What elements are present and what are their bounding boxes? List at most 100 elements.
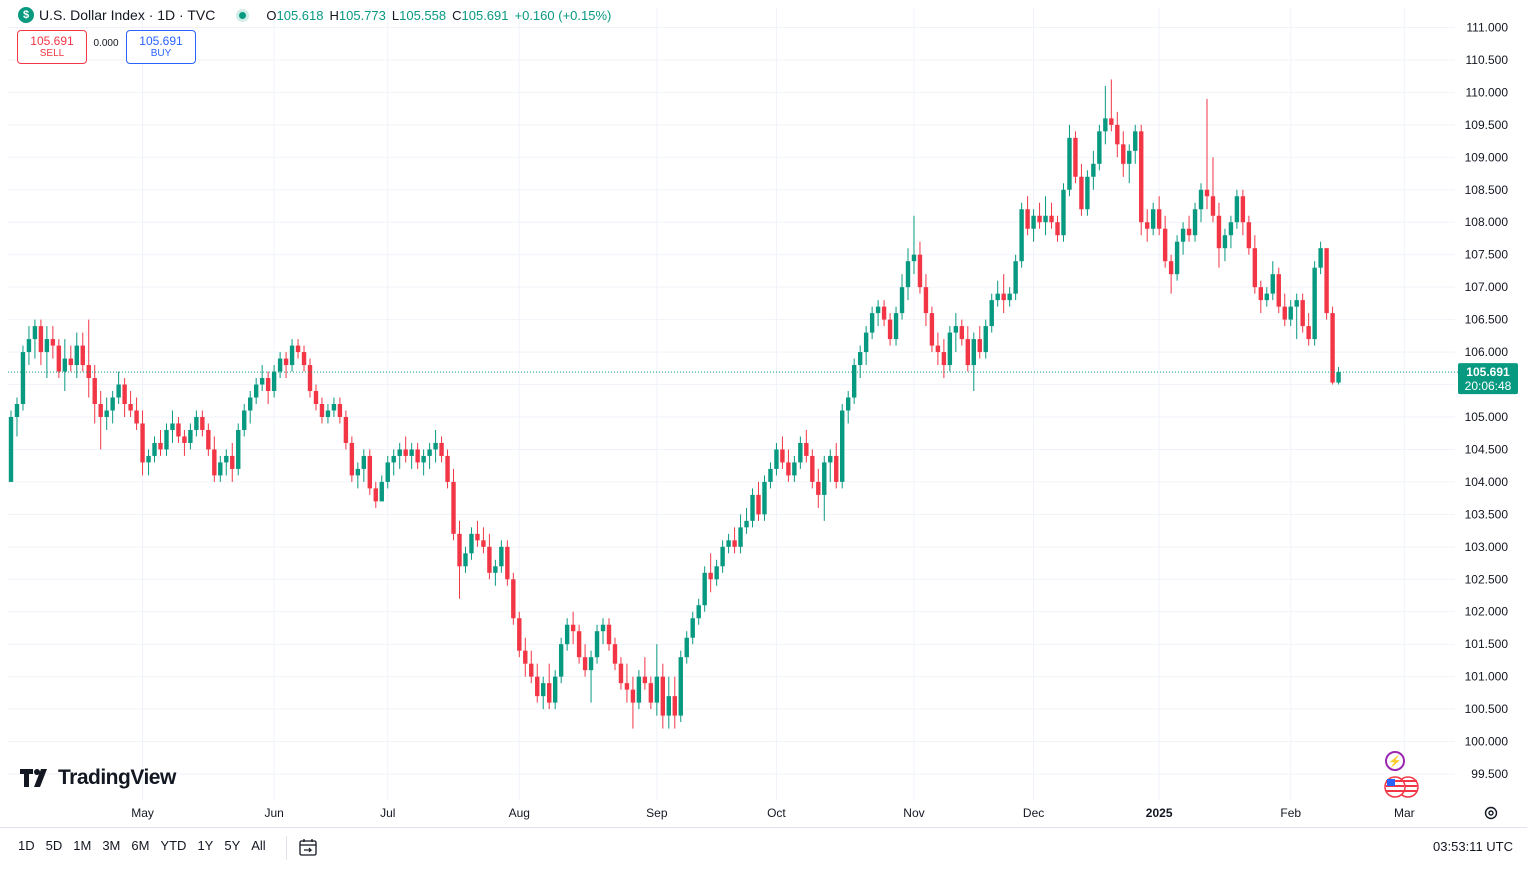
- candle: [122, 378, 127, 417]
- candle: [708, 553, 713, 593]
- candle-body: [1037, 215, 1042, 223]
- candle: [666, 676, 671, 729]
- candle-body: [558, 644, 564, 677]
- range-6m[interactable]: 6M: [131, 838, 150, 853]
- candle-body: [397, 449, 402, 456]
- candle: [672, 676, 677, 729]
- buy-button[interactable]: 105.691 BUY: [126, 30, 196, 64]
- candle-body: [331, 404, 337, 411]
- candle-body: [140, 423, 145, 463]
- candle: [1103, 85, 1108, 145]
- candle-body: [702, 572, 707, 606]
- candle-body: [517, 618, 522, 651]
- candle: [738, 514, 743, 554]
- candle-body: [1079, 176, 1084, 210]
- candle-body: [1306, 326, 1311, 340]
- candle: [403, 436, 408, 463]
- tradingview-logo[interactable]: TradingView: [20, 766, 176, 790]
- candle-body: [816, 481, 821, 495]
- candle: [1150, 202, 1156, 236]
- candle: [433, 429, 438, 463]
- candle: [714, 559, 719, 586]
- candle: [1246, 215, 1252, 255]
- candle: [756, 481, 761, 521]
- dollar-icon: $: [18, 7, 34, 23]
- candles: [8, 79, 1341, 729]
- candle: [319, 397, 325, 424]
- candle-body: [1246, 222, 1252, 249]
- calendar-icon[interactable]: [298, 837, 318, 857]
- candle: [1228, 215, 1234, 249]
- candle-body: [624, 683, 630, 690]
- candle: [1180, 222, 1186, 255]
- candle: [636, 670, 642, 710]
- candle-body: [792, 462, 797, 476]
- range-1y[interactable]: 1Y: [197, 838, 214, 853]
- range-3m[interactable]: 3M: [102, 838, 121, 853]
- y-tick-label: 106.500: [1465, 313, 1509, 327]
- range-5d[interactable]: 5D: [45, 838, 63, 853]
- candle: [116, 371, 121, 404]
- candle-body: [899, 287, 905, 314]
- candle: [846, 391, 851, 424]
- candle: [1198, 183, 1204, 223]
- buy-label: BUY: [150, 48, 172, 59]
- us-flag-icon[interactable]: [1384, 776, 1420, 798]
- x-tick-label: Oct: [767, 806, 786, 820]
- symbol-name[interactable]: U.S. Dollar Index · 1D · TVC: [39, 7, 216, 23]
- sell-button[interactable]: 105.691 SELL: [17, 30, 87, 64]
- range-1d[interactable]: 1D: [18, 838, 35, 853]
- candle-body: [271, 371, 277, 392]
- symbol-legend: $ U.S. Dollar Index · 1D · TVC O105.618 …: [18, 5, 611, 25]
- y-tick-label: 110.000: [1466, 85, 1509, 99]
- range-ytd[interactable]: YTD: [160, 838, 187, 853]
- candle-body: [325, 410, 331, 417]
- range-all[interactable]: All: [251, 838, 266, 853]
- candle: [1013, 254, 1018, 301]
- gear-icon[interactable]: [1482, 804, 1500, 822]
- candle-body: [756, 494, 761, 515]
- candle: [923, 274, 929, 327]
- candle: [523, 637, 528, 677]
- candle: [397, 442, 402, 469]
- candle-body: [636, 676, 642, 703]
- candle: [582, 644, 588, 677]
- candle: [792, 455, 797, 482]
- candle-body: [379, 481, 384, 502]
- y-tick-label: 109.000: [1465, 150, 1509, 164]
- candle-body: [959, 326, 965, 340]
- candle-body: [68, 358, 73, 366]
- candle-body: [1156, 209, 1162, 229]
- candle: [600, 618, 606, 645]
- candle: [834, 442, 839, 489]
- candle-body: [487, 546, 492, 573]
- candle-body: [576, 631, 582, 658]
- candle: [612, 637, 618, 671]
- candle-body: [875, 306, 881, 314]
- candle-body: [564, 624, 570, 645]
- candle-body: [1330, 313, 1335, 383]
- candle-body: [1067, 137, 1072, 190]
- lightning-icon[interactable]: ⚡: [1385, 751, 1405, 771]
- candle: [140, 410, 145, 476]
- range-1m[interactable]: 1M: [73, 838, 92, 853]
- range-5y[interactable]: 5Y: [224, 838, 241, 853]
- candle: [14, 397, 20, 437]
- candle: [146, 449, 151, 476]
- candle-body: [146, 455, 151, 463]
- candle-body: [582, 657, 588, 671]
- candle: [325, 404, 331, 424]
- candle: [1007, 287, 1012, 307]
- utc-clock[interactable]: 03:53:11 UTC: [1433, 839, 1513, 854]
- candlestick-chart[interactable]: 99.500 100.000 100.500 101.000 101.500 102.00…: [0, 0, 1527, 828]
- candle-body: [1270, 274, 1275, 294]
- candle: [1121, 131, 1126, 177]
- candle-body: [523, 650, 528, 664]
- candle-body: [1240, 196, 1246, 223]
- x-tick-label: May: [131, 806, 154, 820]
- candle-body: [887, 319, 893, 340]
- candle-body: [1019, 209, 1024, 262]
- candle-body: [612, 644, 618, 664]
- candle: [283, 352, 289, 379]
- y-tick-label: 104.500: [1465, 442, 1509, 456]
